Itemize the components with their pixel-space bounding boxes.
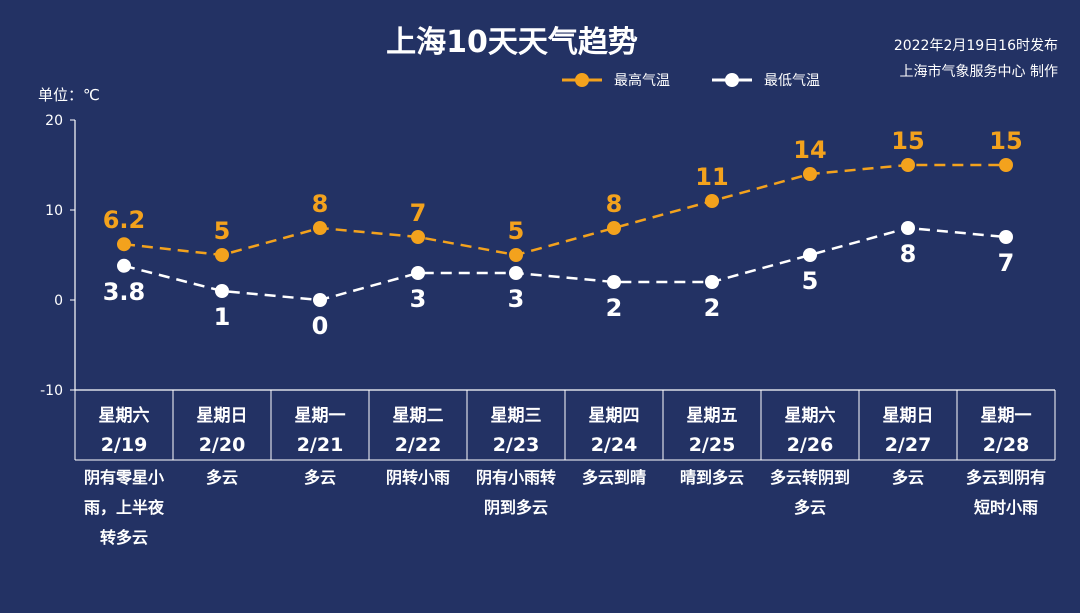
y-tick-label: 10 <box>45 203 63 219</box>
data-label: 0 <box>312 312 329 340</box>
data-point <box>999 230 1013 244</box>
data-point <box>313 221 327 235</box>
series-line <box>123 226 1007 302</box>
high-temperature-series: 6.2 5 8 7 5 8 11 14 15 15 <box>103 127 1023 262</box>
legend-low-marker <box>725 73 739 87</box>
y-tick-label: -10 <box>40 383 63 399</box>
legend-low-label: 最低气温 <box>764 73 820 89</box>
legend-high-label: 最高气温 <box>614 72 670 89</box>
data-label: 6.2 <box>103 206 146 234</box>
day-weekday: 星期六 <box>99 405 150 426</box>
data-label: 11 <box>695 163 728 191</box>
day-date: 2/26 <box>787 434 834 456</box>
data-label: 7 <box>410 199 427 227</box>
low-temperature-series: 3.8 1 0 3 3 2 2 5 8 7 <box>103 221 1015 340</box>
data-label: 2 <box>704 294 721 322</box>
day-weather-line: 阴有小雨转 <box>476 468 556 487</box>
data-point <box>901 158 915 172</box>
y-tick-label: 0 <box>54 293 63 309</box>
data-label: 8 <box>606 190 623 218</box>
day-date: 2/22 <box>395 434 442 456</box>
day-weather-line: 多云 <box>892 468 924 487</box>
day-weather-line: 转多云 <box>100 528 148 547</box>
day-weather-line: 短时小雨 <box>974 498 1038 517</box>
data-label: 15 <box>891 127 924 155</box>
data-point <box>705 275 719 289</box>
data-label: 3 <box>508 285 525 313</box>
day-weekday: 星期一 <box>295 406 346 426</box>
data-point <box>509 248 523 262</box>
series-line <box>123 163 1006 257</box>
day-weather-line: 多云 <box>304 468 336 487</box>
data-point <box>803 167 817 181</box>
day-weather-line: 多云到阴有 <box>966 468 1046 487</box>
legend: 最高气温 最低气温 <box>562 72 820 89</box>
chart-title: 上海10天天气趋势 <box>386 25 638 60</box>
day-date: 2/20 <box>199 434 246 456</box>
data-point <box>215 284 229 298</box>
day-weekday: 星期一 <box>981 406 1032 426</box>
data-label: 8 <box>900 240 917 268</box>
day-weather-line: 阴转小雨 <box>386 468 450 487</box>
publisher: 上海市气象服务中心 制作 <box>900 63 1058 80</box>
day-weather-line: 晴到多云 <box>680 468 744 487</box>
day-date: 2/24 <box>591 434 638 456</box>
data-point <box>117 237 131 252</box>
day-weekday: 星期日 <box>883 406 934 426</box>
data-label: 1 <box>214 303 231 331</box>
data-label: 3 <box>410 285 427 313</box>
data-label: 8 <box>312 190 329 218</box>
data-label: 15 <box>989 127 1022 155</box>
day-weekday: 星期五 <box>687 406 738 426</box>
day-weather-line: 多云转阴到 <box>770 468 850 487</box>
day-date: 2/25 <box>689 434 736 456</box>
data-point <box>509 266 523 280</box>
data-label: 14 <box>793 136 826 164</box>
data-point <box>705 194 719 208</box>
data-point <box>607 221 621 235</box>
day-weekday: 星期二 <box>393 406 444 426</box>
publish-time: 2022年2月19日16时发布 <box>894 38 1058 54</box>
day-weekday: 星期三 <box>491 406 542 426</box>
data-point <box>607 275 621 289</box>
data-point <box>215 248 229 262</box>
day-date: 2/28 <box>983 434 1030 456</box>
day-weather-line: 雨，上半夜 <box>84 498 165 517</box>
day-weather-line: 多云 <box>794 498 826 517</box>
data-point <box>411 230 425 244</box>
data-label: 5 <box>508 217 525 245</box>
day-weekday: 星期日 <box>197 406 248 426</box>
day-weather-line: 阴到多云 <box>484 498 548 517</box>
data-label: 5 <box>802 267 819 295</box>
day-weekday: 星期六 <box>785 405 836 426</box>
data-point <box>999 158 1013 172</box>
day-weather-line: 多云 <box>206 468 238 487</box>
data-label: 2 <box>606 294 623 322</box>
day-date: 2/21 <box>297 434 344 456</box>
day-weather-line: 阴有零星小 <box>84 468 164 487</box>
data-label: 5 <box>214 217 231 245</box>
data-point <box>117 258 131 273</box>
day-date: 2/27 <box>885 434 932 456</box>
legend-high-marker <box>575 73 589 87</box>
day-date: 2/19 <box>101 434 148 456</box>
day-date: 2/23 <box>493 434 540 456</box>
day-weather-line: 多云到晴 <box>582 468 646 487</box>
data-point <box>411 266 425 280</box>
data-label: 3.8 <box>103 278 146 306</box>
data-point <box>803 248 817 262</box>
day-weekday: 星期四 <box>589 406 640 426</box>
unit-label: 单位：℃ <box>38 86 100 104</box>
data-point <box>901 221 915 235</box>
data-point <box>313 293 327 307</box>
data-label: 7 <box>998 249 1015 277</box>
y-tick-label: 20 <box>45 113 63 129</box>
